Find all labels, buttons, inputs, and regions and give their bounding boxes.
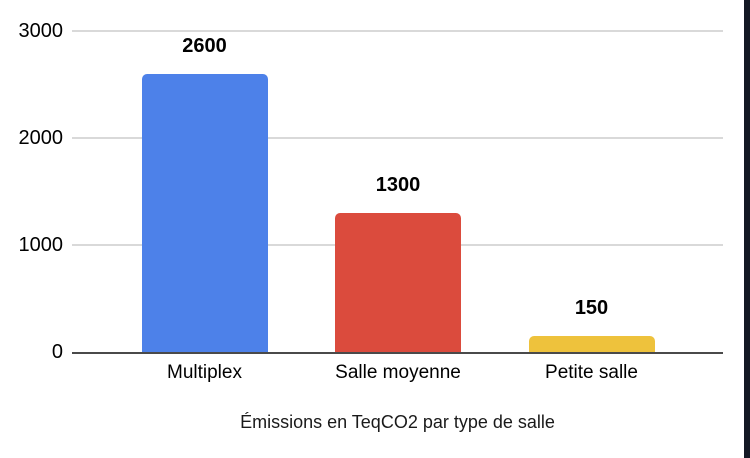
x-category-label-multiplex: Multiplex	[167, 362, 242, 383]
bar-value-label-petite-salle: 150	[574, 296, 609, 319]
chart-title: Émissions en TeqCO2 par type de salle	[240, 412, 555, 432]
y-tick-label-2000: 2000	[18, 127, 64, 149]
bar-salle-moyenne[interactable]	[335, 212, 461, 352]
gridline-2000	[72, 137, 723, 139]
y-tick-label-3000: 3000	[18, 20, 64, 42]
x-axis-line	[72, 352, 723, 354]
window-edge-strip	[744, 0, 750, 458]
bar-multiplex[interactable]	[141, 73, 268, 352]
x-category-label-salle-moyenne: Salle moyenne	[335, 362, 461, 383]
y-tick-label-0: 0	[51, 341, 63, 363]
bar-petite-salle[interactable]	[528, 335, 655, 352]
y-tick-label-1000: 1000	[18, 234, 64, 256]
x-category-label-petite-salle: Petite salle	[545, 362, 638, 383]
bar-value-label-salle-moyenne: 1300	[375, 173, 421, 196]
gridline-3000	[72, 30, 723, 32]
bar-value-label-multiplex: 2600	[182, 34, 227, 57]
